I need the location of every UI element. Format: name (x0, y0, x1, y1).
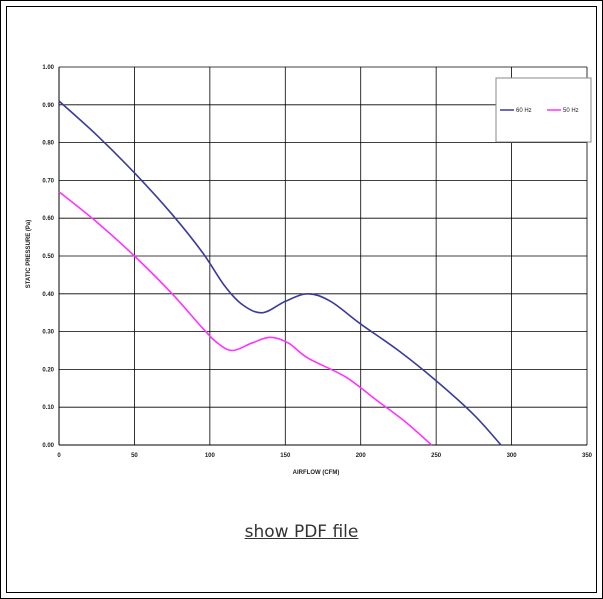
series-line-50hz (58, 191, 433, 446)
x-tick-label: 0 (57, 453, 61, 459)
tick-labels: 0.00 0.10 0.20 0.30 0.40 0.50 0.60 0.70 0.80 0.90… (42, 65, 592, 459)
show-pdf-link[interactable]: show PDF file (244, 522, 359, 542)
y-tick-label: 0.10 (42, 405, 54, 411)
x-tick-label: 200 (356, 453, 367, 459)
x-tick-label: 100 (205, 453, 216, 459)
legend-label-50hz: 50 Hz (563, 108, 579, 114)
y-tick-label: 0.70 (42, 178, 54, 184)
x-tick-label: 250 (431, 453, 442, 459)
y-tick-label: 0.30 (42, 330, 54, 336)
y-tick-label: 0.90 (42, 103, 54, 109)
y-tick-label: 1.00 (42, 65, 54, 71)
series-lines (58, 100, 502, 446)
x-axis-title: AIRFLOW (CFM) (293, 470, 340, 476)
y-axis-title: STATIC PRESSURE (Pa) (26, 220, 32, 288)
series-line-60hz (58, 100, 502, 446)
y-tick-label: 0.00 (42, 443, 54, 449)
x-tick-label: 350 (582, 453, 593, 459)
x-tick-label: 150 (280, 453, 291, 459)
y-tick-label: 0.60 (42, 216, 54, 222)
y-tick-label: 0.80 (42, 141, 54, 147)
y-tick-label: 0.50 (42, 254, 54, 260)
x-tick-label: 50 (131, 453, 138, 459)
legend-label-60hz: 60 Hz (516, 108, 532, 114)
y-tick-label: 0.40 (42, 292, 54, 298)
legend: 60 Hz 50 Hz (495, 77, 592, 143)
inner-frame (6, 6, 597, 593)
y-tick-label: 0.20 (42, 367, 54, 373)
x-tick-label: 300 (507, 453, 518, 459)
